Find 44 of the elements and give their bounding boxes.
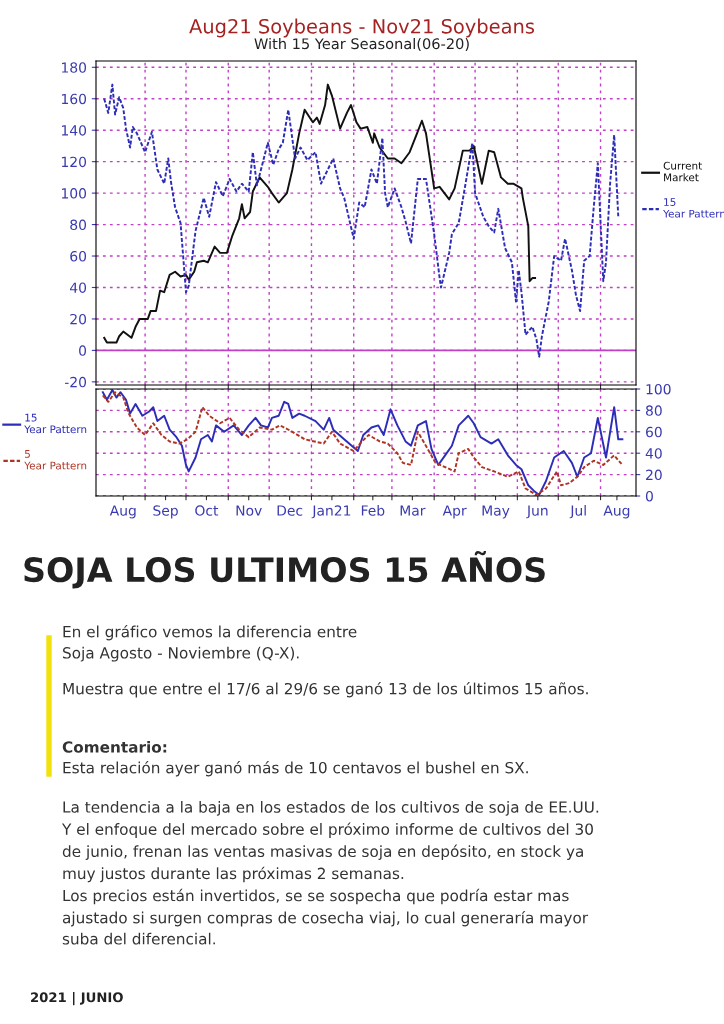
x-tick-label: Aug bbox=[603, 505, 630, 519]
x-tick-label: May bbox=[482, 505, 510, 519]
text: Comentario: bbox=[62, 741, 167, 753]
x-tick-label: Jun bbox=[526, 505, 548, 519]
y-tick-label: 20 bbox=[70, 313, 87, 325]
text: 2021 | JUNIO bbox=[31, 992, 123, 1006]
line-series bbox=[103, 83, 620, 358]
text: La tendencia a la baja en los estados de los cultivos de soja de EE.UU. Y el enfoque del mercado sobre el próximo informe de cultivos del 30 de junio, frenan las ventas masivas de soja en depósito, en stock ya muy justos durante las próximas 2 semanas. Los precios están invertidos, se se sospecha que podría estar mas ajustado si surgen compras de cosecha viaj, lo cual generaría mayor suba del diferencial. bbox=[61, 801, 599, 945]
y-tick-label: -20 bbox=[64, 376, 87, 388]
legend-label: 5 Year Pattern bbox=[24, 450, 87, 470]
y-tick-label: 40 bbox=[645, 448, 662, 459]
y-tick-label: 40 bbox=[69, 282, 87, 293]
line-series bbox=[103, 83, 537, 344]
legend-label: 15 Year Pattern bbox=[24, 413, 87, 434]
text: Muestra que entre el 17/6 al 29/6 se ganó 13 de los últimos 15 años. bbox=[63, 682, 588, 698]
x-tick-label: Jul bbox=[569, 505, 586, 519]
y-tick-label: 60 bbox=[646, 426, 662, 438]
y-tick-label: 120 bbox=[61, 156, 87, 168]
x-tick-label: Mar bbox=[400, 505, 426, 516]
y-tick-label: 80 bbox=[70, 219, 87, 231]
text: SOJA LOS ULTIMOS 15 AÑOS bbox=[24, 550, 545, 589]
y-tick-label: 80 bbox=[645, 405, 662, 416]
text: Esta relación ayer ganó más de 10 centavos el bushel en SX. bbox=[63, 761, 528, 777]
text: En el gráfico vemos la diferencia entre Soja Agosto - Noviembre (Q-X). bbox=[63, 625, 357, 662]
x-tick-label: Oct bbox=[195, 505, 219, 516]
y-tick-label: 0 bbox=[645, 490, 653, 502]
x-tick-label: Dec bbox=[277, 505, 303, 516]
y-tick-label: 60 bbox=[70, 251, 87, 262]
x-tick-label: Sep bbox=[153, 505, 178, 519]
chart-title: Aug21 Soybeans - Nov21 Soybeans bbox=[189, 18, 535, 38]
y-tick-label: 20 bbox=[646, 469, 662, 481]
chart-subtitle: With 15 Year Seasonal(06-20) bbox=[254, 37, 469, 51]
y-tick-label: 160 bbox=[61, 93, 87, 105]
legend-label: Current Market bbox=[663, 161, 702, 182]
x-tick-label: Jan21 bbox=[311, 505, 351, 519]
y-tick-label: 0 bbox=[79, 345, 87, 356]
x-tick-label: Aug bbox=[109, 505, 136, 519]
y-tick-label: 180 bbox=[61, 62, 87, 73]
y-tick-label: 140 bbox=[61, 125, 87, 136]
x-tick-label: Nov bbox=[236, 505, 262, 516]
y-tick-label: 100 bbox=[646, 383, 671, 395]
y-tick-label: 100 bbox=[61, 188, 87, 199]
x-tick-label: Apr bbox=[442, 505, 467, 519]
x-tick-label: Feb bbox=[361, 505, 385, 516]
